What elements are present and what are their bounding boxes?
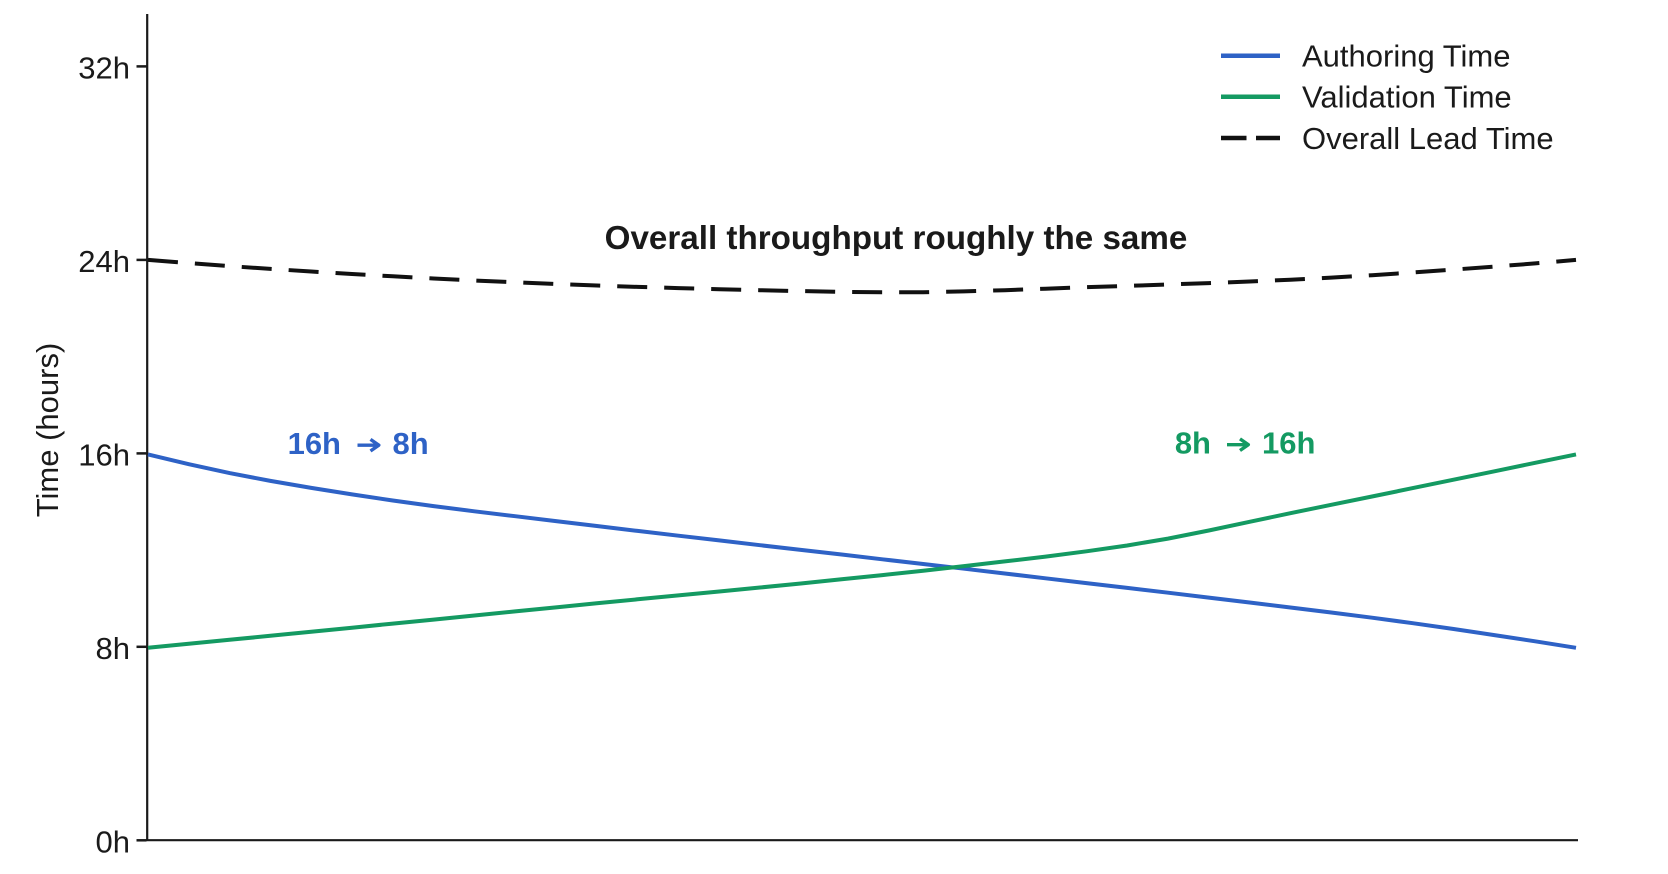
svg-text:16h: 16h <box>288 426 341 461</box>
svg-text:Overall Lead Time: Overall Lead Time <box>1302 121 1554 156</box>
svg-text:16h: 16h <box>1262 426 1315 461</box>
svg-text:8h: 8h <box>393 426 429 461</box>
svg-text:8h: 8h <box>96 631 130 666</box>
svg-text:16h: 16h <box>78 437 130 472</box>
svg-text:8h: 8h <box>1175 426 1211 461</box>
svg-text:Authoring Time: Authoring Time <box>1302 39 1511 74</box>
svg-text:0h: 0h <box>96 824 130 859</box>
svg-text:Overall throughput roughly the: Overall throughput roughly the same <box>605 220 1188 257</box>
svg-text:24h: 24h <box>78 244 130 279</box>
svg-text:Validation Time: Validation Time <box>1302 80 1512 115</box>
svg-text:Time (hours): Time (hours) <box>30 343 65 518</box>
svg-text:32h: 32h <box>78 50 130 85</box>
